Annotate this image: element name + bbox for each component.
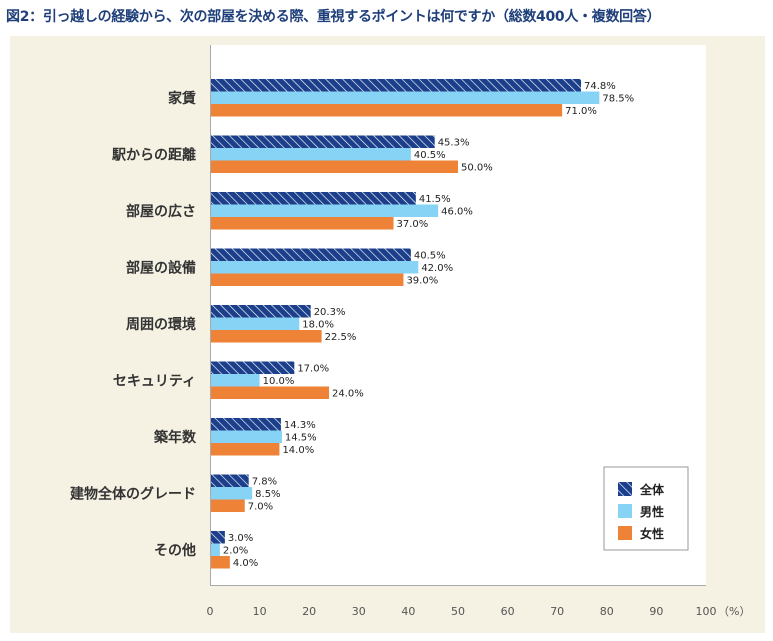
bar-dansei [211, 261, 419, 274]
category-label: 部屋の広さ [126, 203, 196, 220]
bar-dansei [211, 487, 253, 500]
category-label: セキュリティ [113, 373, 196, 389]
bar-josei [211, 217, 394, 230]
category-label: 家賃 [168, 90, 196, 107]
value-label: 4.0% [233, 558, 258, 569]
bar-dansei [211, 430, 282, 443]
value-label: 22.5% [325, 332, 357, 343]
value-label: 45.3% [438, 137, 470, 148]
legend-swatch-dansei [618, 504, 632, 518]
x-tick-label: 60 [501, 605, 515, 618]
value-label: 18.0% [302, 319, 334, 330]
bar-zentai [211, 418, 281, 431]
value-label: 14.3% [284, 420, 316, 431]
x-tick-label: 40 [401, 605, 415, 618]
x-tick-label: 20 [302, 605, 316, 618]
value-label: 50.0% [461, 162, 493, 173]
bar-dansei [211, 91, 600, 104]
legend-swatch-zentai [618, 482, 632, 496]
bar-zentai [211, 474, 249, 487]
x-tick-label: 0 [207, 605, 214, 618]
category-label: 築年数 [153, 429, 197, 446]
x-tick-label: 50 [451, 605, 465, 618]
bar-zentai [211, 79, 582, 92]
bar-josei [211, 104, 563, 117]
category-label: その他 [154, 542, 196, 559]
value-label: 71.0% [565, 106, 597, 117]
legend-swatch-josei [618, 526, 632, 540]
bar-josei [211, 160, 458, 173]
value-label: 3.0% [228, 533, 253, 544]
bar-josei [211, 386, 330, 399]
value-label: 24.0% [332, 388, 364, 399]
x-tick-label: 30 [352, 605, 366, 618]
legend-label-zentai: 全体 [639, 482, 665, 497]
x-unit-label: （%） [718, 605, 750, 618]
legend-label-josei: 女性 [640, 526, 664, 541]
value-label: 46.0% [441, 206, 473, 217]
category-label: 駅からの距離 [112, 146, 196, 163]
bar-josei [211, 499, 245, 512]
x-tick-label: 100 [696, 605, 717, 618]
value-label: 40.5% [414, 150, 446, 161]
bar-zentai [211, 192, 416, 205]
x-tick-label: 70 [550, 605, 564, 618]
value-label: 40.5% [414, 250, 446, 261]
value-label: 39.0% [406, 275, 438, 286]
bar-dansei [211, 204, 439, 217]
bar-josei [211, 330, 322, 343]
bar-josei [211, 556, 230, 569]
value-label: 20.3% [314, 307, 346, 318]
chart-title: 図2：引っ越しの経験から、次の部屋を決める際、重視するポイントは何ですか（総数4… [6, 9, 661, 25]
value-label: 7.0% [248, 501, 273, 512]
value-label: 41.5% [419, 194, 451, 205]
value-label: 42.0% [421, 263, 453, 274]
value-label: 78.5% [602, 93, 634, 104]
bar-zentai [211, 248, 411, 261]
bar-zentai [211, 531, 225, 544]
category-label: 建物全体のグレード [70, 485, 196, 502]
bar-dansei [211, 374, 260, 387]
category-label: 部屋の設備 [126, 259, 196, 276]
bar-zentai [211, 135, 435, 148]
value-label: 37.0% [397, 219, 429, 230]
value-label: 17.0% [297, 363, 329, 374]
value-label: 7.8% [252, 476, 277, 487]
value-label: 14.0% [282, 445, 314, 456]
bar-dansei [211, 148, 411, 161]
x-tick-label: 80 [600, 605, 614, 618]
bar-josei [211, 443, 280, 456]
value-label: 2.0% [223, 545, 248, 556]
value-label: 14.5% [285, 432, 317, 443]
legend-label-dansei: 男性 [640, 504, 664, 519]
x-tick-label: 90 [649, 605, 663, 618]
value-label: 10.0% [263, 376, 295, 387]
bar-josei [211, 273, 404, 286]
x-tick-label: 10 [253, 605, 267, 618]
value-label: 8.5% [255, 489, 280, 500]
value-label: 74.8% [584, 81, 616, 92]
bar-dansei [211, 543, 220, 556]
bar-zentai [211, 361, 295, 374]
bar-zentai [211, 305, 311, 318]
bar-dansei [211, 317, 300, 330]
category-label: 周囲の環境 [126, 316, 196, 333]
